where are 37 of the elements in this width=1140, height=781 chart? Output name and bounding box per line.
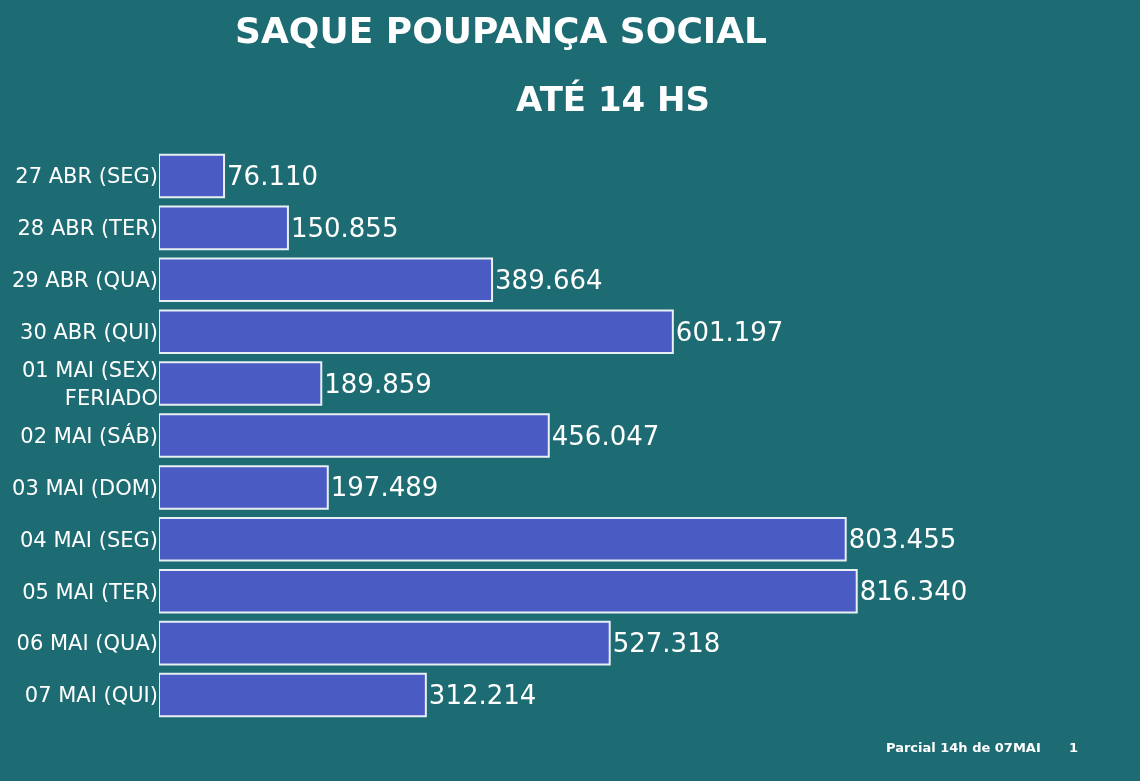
data-label: 601.197 bbox=[675, 316, 784, 347]
data-label: 312.214 bbox=[428, 680, 537, 711]
bar bbox=[159, 568, 858, 614]
bar bbox=[159, 205, 289, 251]
y-tick-label: 29 ABR (QUA) bbox=[11, 268, 158, 293]
bar bbox=[159, 465, 329, 510]
data-label: 527.318 bbox=[612, 628, 721, 659]
data-label: 456.047 bbox=[551, 420, 660, 451]
y-tick-label: 07 MAI (QUI) bbox=[24, 683, 158, 708]
bar bbox=[159, 517, 847, 562]
data-label: 189.859 bbox=[324, 368, 432, 399]
bar bbox=[159, 257, 494, 303]
data-label: 816.340 bbox=[859, 576, 968, 607]
y-tick-label: 28 ABR (TER) bbox=[17, 216, 158, 241]
chart-subtitle: ATÉ 14 HS bbox=[516, 79, 711, 119]
y-tick-label: 04 MAI (SEG) bbox=[19, 527, 158, 552]
bar bbox=[159, 309, 674, 354]
y-tick-label: 30 ABR (QUI) bbox=[20, 320, 158, 345]
chart-title: SAQUE POUPANÇA SOCIAL bbox=[235, 10, 768, 51]
data-label: 76.110 bbox=[227, 160, 319, 191]
bar bbox=[159, 153, 226, 199]
data-label: 803.455 bbox=[848, 524, 957, 555]
bar bbox=[159, 620, 611, 666]
bar bbox=[159, 413, 550, 458]
y-tick-label: 02 MAI (SÁB) bbox=[20, 422, 158, 448]
data-label: 197.489 bbox=[330, 472, 439, 503]
y-tick-label: 05 MAI (TER) bbox=[22, 579, 158, 604]
bar bbox=[159, 672, 427, 718]
data-label: 389.664 bbox=[495, 264, 603, 295]
y-tick-label: 06 MAI (QUA) bbox=[16, 631, 158, 656]
bar bbox=[159, 361, 323, 406]
y-tick-label: 01 MAI (SEX) FERIADO bbox=[21, 358, 158, 410]
text: 1 bbox=[1069, 740, 1079, 755]
text: Parcial 14h de 07MAI bbox=[886, 740, 1041, 755]
y-tick-label: 03 MAI (DOM) bbox=[12, 475, 158, 500]
y-tick-label: 27 ABR (SEG) bbox=[15, 164, 158, 189]
data-label: 150.855 bbox=[290, 212, 399, 243]
